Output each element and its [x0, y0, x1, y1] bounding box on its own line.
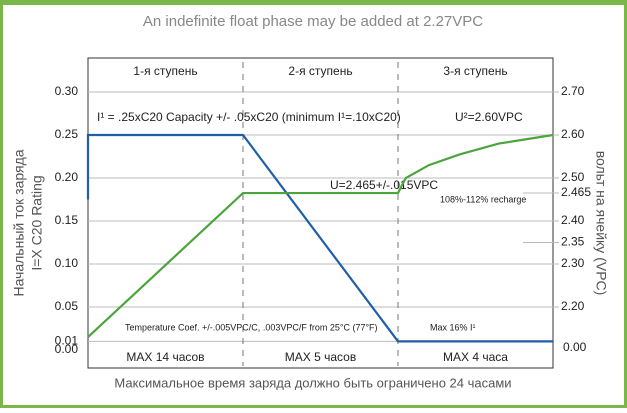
- y-tick-label: 0.05: [55, 299, 79, 313]
- phase-limit: MAX 5 часов: [285, 350, 356, 364]
- series-line: [86, 133, 553, 343]
- footer: Максимальное время заряда должно быть ог…: [114, 375, 511, 390]
- y2-tick-label: 2.40: [561, 213, 585, 227]
- y-tick-label: 0.01: [55, 334, 79, 348]
- y-tick-label: 0.20: [55, 170, 79, 184]
- annotation: Max 16% I¹: [430, 322, 476, 332]
- top-band: [0, 0, 627, 5]
- y2-tick-label: 2.465: [561, 185, 591, 199]
- y2-tick-label: 2.60: [561, 127, 585, 141]
- phase-label: 3-я ступень: [443, 64, 507, 78]
- y-tick-label: 0.00: [55, 342, 79, 356]
- y2-tick-label: 2.35: [561, 235, 585, 249]
- y2-tick-label: 2.70: [561, 84, 585, 98]
- phase-label: 2-я ступень: [288, 64, 352, 78]
- annotation: U=2.465+/-.015VPC: [330, 178, 438, 192]
- y2-break-label: 0.00: [563, 340, 587, 354]
- annotation: U²=2.60VPC: [455, 110, 523, 124]
- annotation: Temperature Coef. +/-.005VPC/C, .003VPC/…: [125, 322, 378, 332]
- y-tick-label: 0.30: [55, 84, 79, 98]
- y2-tick-label: 2.20: [561, 299, 585, 313]
- y-tick-label: 0.15: [55, 213, 79, 227]
- y-label: I=X C20 Rating: [29, 175, 45, 270]
- phase-limit: MAX 4 часа: [443, 350, 508, 364]
- annotation: 108%-112% recharge: [440, 194, 526, 204]
- y-tick-label: 0.10: [55, 256, 79, 270]
- y2-tick-label: 2.30: [561, 256, 585, 270]
- chart-title: An indefinite float phase may be added a…: [143, 13, 483, 30]
- y2-label: вольт на ячейку (VPC): [593, 151, 609, 296]
- y-label: Начальный ток заряда: [11, 149, 27, 296]
- phase-label: 1-я ступень: [133, 64, 197, 78]
- series-line: [87, 133, 554, 338]
- annotation: I¹ = .25xC20 Capacity +/- .05xC20 (minim…: [97, 110, 401, 124]
- y2-tick-label: 2.50: [561, 170, 585, 184]
- plot-frame: [87, 57, 554, 369]
- phase-limit: MAX 14 часов: [126, 350, 204, 364]
- y-tick-label: 0.25: [55, 127, 79, 141]
